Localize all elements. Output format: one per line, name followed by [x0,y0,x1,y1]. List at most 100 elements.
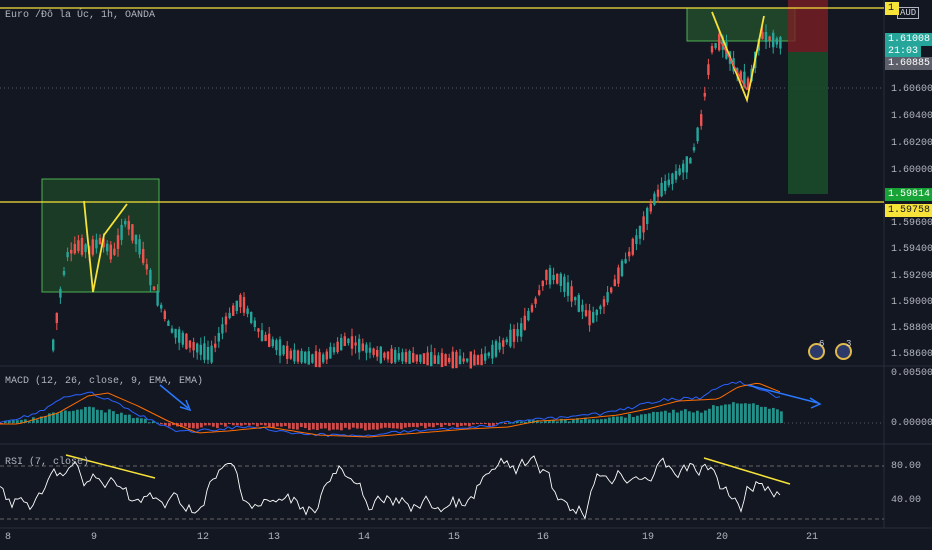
candle-body [559,273,562,286]
candle-body [322,354,325,363]
candle-body [383,352,386,358]
candle-body [775,38,778,45]
rsi-divergence-line-left[interactable] [65,454,156,479]
price-axis-label: 1.60000 [891,165,932,176]
currency-button[interactable]: AUD [897,7,920,19]
candle-body [347,338,350,344]
macd-histogram-bar [228,423,231,424]
macd-histogram-bar [624,417,627,423]
candle-body [257,328,260,332]
candle-body [336,341,339,353]
macd-histogram-bar [732,402,735,423]
left-zigzag-pattern[interactable] [83,200,128,293]
candle-body [707,64,710,75]
target-price-tag[interactable]: 1.59814 [885,188,932,201]
macd-signal-line[interactable] [0,382,781,438]
rsi-indicator[interactable] [0,455,781,520]
candle-body [181,332,184,345]
macd-indicator[interactable] [0,380,783,438]
macd-histogram-bar [756,404,759,423]
candle-body [516,329,519,337]
time-axis-label: 20 [716,532,729,543]
macd-histogram-bar [484,423,487,425]
macd-histogram-bar [672,409,675,423]
macd-histogram-bar [764,406,767,423]
candle-body [242,297,246,313]
candle-body [646,207,649,225]
right-zigzag-pattern[interactable] [711,11,765,104]
macd-histogram-bar [504,423,507,424]
macd-histogram-bar [700,412,703,423]
current-price-tag[interactable]: 1.61008 [885,33,932,46]
symbol-title[interactable]: Euro /Đô la Úc, 1h, OANDA [5,10,156,21]
macd-title[interactable]: MACD (12, 26, close, 9, EMA, EMA) [5,376,204,387]
candle-body [106,243,109,252]
price-axis-label: 1.59000 [891,297,932,308]
candle-body [408,351,411,364]
candlestick-series[interactable] [52,24,782,369]
candle-body [196,343,199,353]
candle-body [700,114,703,126]
candle-body [307,351,310,365]
macd-histogram-bar [184,423,187,427]
candle-body [667,179,670,186]
macd-histogram-bar [76,409,79,423]
macd-histogram-bar [664,410,667,423]
candle-body [221,324,224,334]
time-axis-label: 16 [537,532,550,543]
macd-arrow-right[interactable] [747,384,822,409]
candle-body [480,354,483,366]
resistance-price-tag[interactable]: 1 [885,2,899,15]
macd-histogram-bar [8,420,11,423]
macd-histogram-bar [476,423,479,425]
candle-body [772,32,775,48]
macd-histogram-bar [488,423,491,426]
macd-histogram-bar [472,423,475,425]
rsi-line[interactable] [0,455,781,520]
candle-body [167,321,170,326]
time-axis-label: 9 [91,532,98,543]
candle-body [224,316,228,325]
candle-body [523,315,526,330]
position-target-zone[interactable] [788,52,828,194]
candle-body [124,221,127,225]
position-stop-zone[interactable] [788,0,828,52]
macd-histogram-bar [596,419,599,423]
macd-histogram-bar [52,412,55,423]
macd-histogram-bar [760,406,763,423]
macd-histogram-bar [4,420,7,423]
support-price-tag[interactable]: 1.59758 [885,204,932,217]
rsi-divergence-line-right[interactable] [703,457,791,485]
candle-body [487,352,490,356]
candle-body [696,127,699,142]
candle-body [113,248,116,255]
candle-body [746,78,750,89]
macd-histogram-bar [88,406,91,423]
macd-arrow-left[interactable] [159,384,192,412]
macd-line[interactable] [0,380,781,438]
candle-body [214,343,217,348]
right-pattern-zone[interactable] [686,7,796,42]
last-price-tag[interactable]: 1.60885 [885,57,932,70]
rsi-title[interactable]: RSI (7, close) [5,457,90,468]
macd-histogram-bar [748,403,751,423]
ideas-badge-icon[interactable]: 3 [835,339,852,360]
macd-histogram-bar [212,423,215,427]
macd-histogram-bar [68,411,71,423]
macd-histogram-bar [216,423,219,429]
macd-histogram-bar [560,418,563,423]
candle-body [743,71,746,88]
right-pattern-trend-line[interactable] [720,41,748,91]
candle-body [149,270,152,286]
candle-body [761,32,764,39]
macd-histogram-bar [104,412,107,423]
candle-body [538,290,541,295]
candle-body [174,328,177,338]
events-badge-icon[interactable]: 6 [808,339,825,360]
macd-histogram-bar [256,423,259,427]
macd-histogram-bar [412,423,415,427]
macd-histogram-bar [516,421,519,423]
macd-histogram-bar [660,411,663,423]
macd-histogram-bar [64,410,67,423]
